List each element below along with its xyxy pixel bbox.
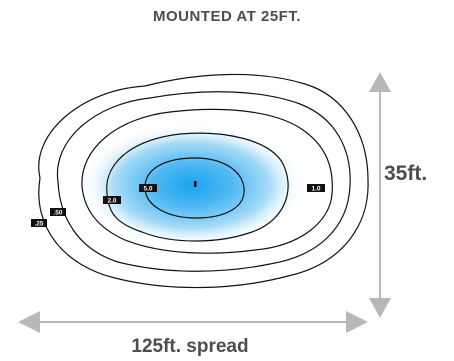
contour-50	[144, 157, 245, 219]
contour-label-025-text: .25	[34, 221, 43, 228]
contour-label-20-text: 2.0	[107, 198, 116, 205]
intensity-glow	[80, 123, 304, 247]
contour-20	[106, 132, 289, 242]
contour-label-025: .25	[31, 219, 47, 228]
contour-label-050: .50	[50, 208, 66, 217]
contour-050	[56, 91, 351, 272]
height-arrow	[369, 72, 391, 318]
contour-label-050-text: .50	[53, 210, 62, 217]
diagram-title: MOUNTED AT 25FT.	[152, 8, 301, 25]
contour-label-10-text: 1.0	[311, 186, 320, 193]
spread-arrow	[18, 311, 368, 333]
contour-label-10: 1.0	[307, 184, 325, 193]
contour-label-50: 5.0	[139, 184, 157, 193]
contour-label-20: 2.0	[103, 196, 121, 205]
contour-10	[81, 108, 333, 254]
height-label: 35ft.	[384, 162, 428, 185]
fixture-marker	[194, 181, 197, 187]
contour-025	[38, 73, 369, 289]
spread-label: 125ft. spread	[131, 336, 249, 357]
contour-label-50-text: 5.0	[143, 186, 152, 193]
